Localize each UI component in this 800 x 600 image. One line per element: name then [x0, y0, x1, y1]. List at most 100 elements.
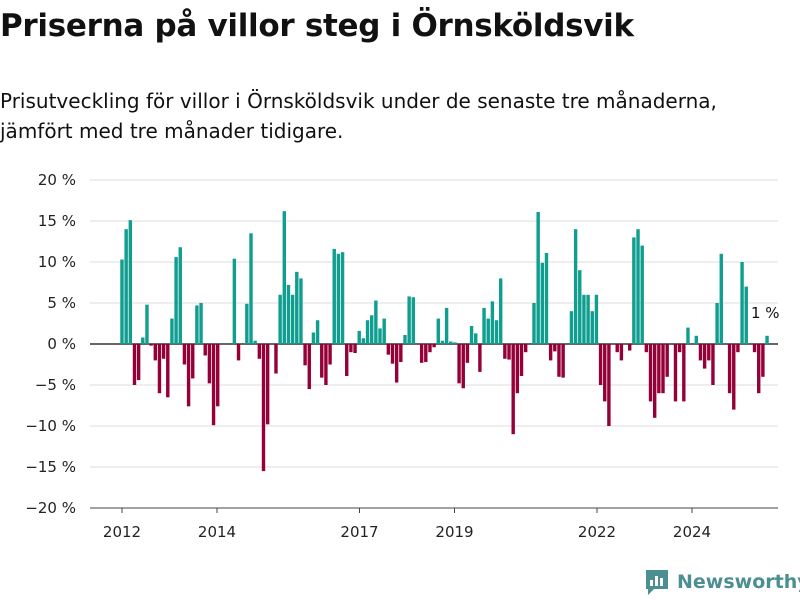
bar: [382, 318, 386, 344]
bar: [336, 253, 341, 344]
bar: [195, 305, 199, 344]
bar: [128, 220, 133, 344]
bar: [340, 252, 345, 344]
bar: [436, 318, 440, 344]
bar: [619, 344, 624, 361]
bar: [603, 344, 607, 402]
y-tick-label: −5 %: [35, 376, 76, 394]
last-value-label: 1 %: [751, 304, 780, 322]
bar: [636, 229, 640, 344]
bar: [757, 344, 761, 394]
bar: [290, 294, 295, 344]
bar: [307, 344, 311, 390]
bar: [548, 344, 553, 361]
bar: [374, 300, 378, 344]
bar: [157, 344, 162, 394]
bar: [519, 344, 524, 376]
bar: [486, 318, 490, 344]
bar: [145, 304, 149, 344]
bar: [161, 344, 166, 359]
bar: [386, 344, 391, 355]
bar: [615, 344, 619, 353]
bar: [432, 344, 436, 348]
bar: [124, 229, 128, 344]
bar: [499, 278, 503, 344]
bar: [494, 320, 499, 344]
bar: [732, 344, 736, 410]
bar: [586, 294, 590, 344]
newsworthy-logo-icon: [646, 570, 668, 595]
x-tick-label: 2014: [198, 523, 236, 541]
x-axis-tick-labels: 2012 2014 2017 2019 2022 2024: [103, 508, 711, 541]
bar-chart: −20 % −15 % −10 % −5 % 0 % 5 % 10 % 15 % 20 % 20…: [25, 171, 780, 541]
y-tick-label: 5 %: [47, 294, 76, 312]
bar: [707, 344, 711, 361]
bar: [557, 344, 561, 377]
bar: [199, 303, 203, 344]
bar: [149, 344, 153, 346]
bar: [453, 342, 457, 344]
bar: [265, 344, 270, 425]
bar: [553, 344, 557, 352]
bar: [328, 344, 332, 365]
bar: [632, 237, 636, 344]
bar: [315, 320, 320, 344]
bar: [236, 344, 241, 361]
bar: [648, 344, 653, 402]
x-tick-label: 2012: [103, 523, 141, 541]
bar: [245, 303, 249, 344]
bar: [523, 344, 528, 353]
bar: [607, 344, 611, 426]
bar: [274, 344, 278, 374]
bar: [507, 344, 511, 360]
bar: [461, 344, 465, 389]
bar: [665, 344, 669, 377]
bar: [166, 344, 170, 398]
bar: [211, 344, 216, 426]
bar: [640, 245, 644, 344]
bar: [394, 344, 399, 383]
bar: [295, 271, 299, 344]
y-tick-label: −15 %: [25, 458, 76, 476]
bar: [569, 311, 574, 344]
bar: [216, 344, 220, 407]
bar: [677, 344, 682, 353]
bar: [378, 328, 382, 344]
x-tick-label: 2024: [673, 523, 711, 541]
bar: [478, 344, 482, 372]
bar: [682, 344, 686, 402]
bar: [191, 344, 195, 379]
y-tick-label: −20 %: [25, 499, 76, 517]
bar: [253, 340, 257, 344]
annotations: 1 %: [751, 304, 780, 322]
y-tick-label: 15 %: [38, 212, 76, 230]
bar: [232, 258, 237, 344]
bar: [357, 330, 361, 344]
bar: [761, 344, 765, 377]
bar: [390, 344, 395, 364]
bar: [598, 344, 603, 385]
newsworthy-brand: Newsworthy: [644, 568, 800, 596]
y-tick-label: 20 %: [38, 171, 76, 189]
bar: [332, 248, 336, 344]
bar: [178, 247, 182, 344]
bar: [278, 294, 282, 344]
bar: [369, 315, 374, 344]
bar: [652, 344, 657, 418]
bar: [457, 344, 461, 384]
bar: [698, 344, 703, 361]
brand-name: Newsworthy: [677, 571, 800, 593]
bar: [407, 296, 411, 344]
bar: [207, 344, 212, 384]
bar: [644, 344, 649, 353]
bar: [120, 259, 124, 344]
bar: [353, 344, 357, 354]
bar: [686, 327, 690, 344]
bar: [403, 334, 407, 344]
bar: [536, 211, 540, 344]
bar: [419, 344, 424, 363]
bar: [561, 344, 565, 378]
bar: [311, 332, 316, 344]
y-tick-label: −10 %: [25, 417, 76, 435]
bar: [515, 344, 520, 394]
